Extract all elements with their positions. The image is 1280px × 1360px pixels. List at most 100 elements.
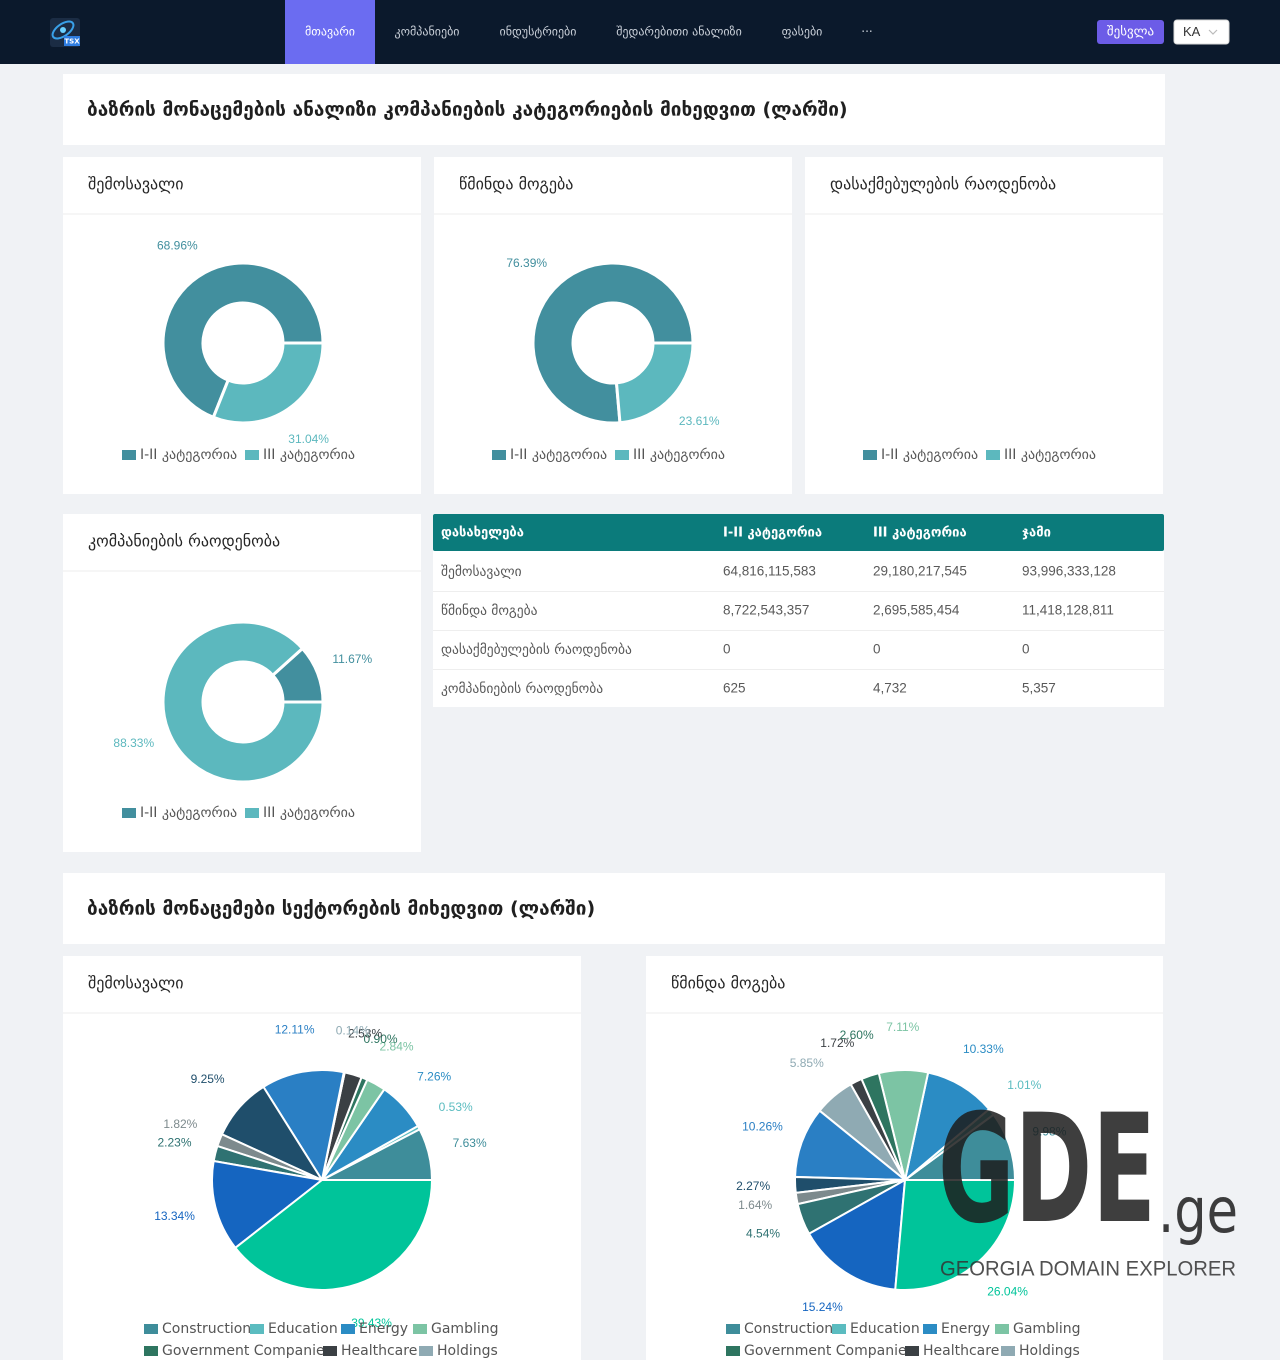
legend-swatch xyxy=(419,1346,433,1356)
login-text[interactable]: შესვლა xyxy=(1107,25,1154,40)
watermark-domain: .ge xyxy=(1158,1174,1238,1247)
legend-label[interactable]: Healthcare xyxy=(341,1343,417,1359)
chart-title: დასაქმებულების რაოდენობა xyxy=(830,175,1056,194)
legend-label[interactable]: Holdings xyxy=(1019,1343,1080,1359)
legend-swatch xyxy=(245,450,259,460)
pie-slice xyxy=(807,1178,907,1291)
slice-label: 2.53% xyxy=(348,1026,382,1040)
nav-item[interactable]: ინდუსტრიები xyxy=(500,25,577,39)
table-header xyxy=(433,514,1164,551)
table-header-cell: ჯამი xyxy=(1022,526,1051,541)
table-header-cell: I-II კატეგორია xyxy=(723,526,822,541)
table-cell: 0 xyxy=(1022,642,1030,657)
slice-label: 76.39% xyxy=(506,256,547,270)
legend-label[interactable]: Construction xyxy=(162,1321,251,1337)
legend-label[interactable]: I-II კატეგორია xyxy=(881,446,978,463)
legend-swatch xyxy=(122,450,136,460)
lang-select[interactable] xyxy=(1173,19,1230,45)
slice-label: 13.34% xyxy=(154,1209,195,1223)
pie-slice xyxy=(894,1179,1017,1291)
table-cell: 11,418,128,811 xyxy=(1022,603,1114,618)
pie-slice xyxy=(233,1179,434,1291)
legend-label[interactable]: III კატეგორია xyxy=(263,804,355,821)
watermark-brand: GDE xyxy=(938,1083,1156,1257)
table-cell: 5,357 xyxy=(1022,681,1056,696)
slice-label: 4.54% xyxy=(746,1227,780,1241)
legend-swatch xyxy=(1001,1346,1015,1356)
pie-slice xyxy=(161,620,325,784)
legend-label[interactable]: Construction xyxy=(744,1321,833,1337)
section-card xyxy=(63,873,1165,944)
legend-label[interactable]: Gambling xyxy=(1013,1321,1081,1337)
table-header-cell: დასახელება xyxy=(441,526,524,541)
login-button[interactable] xyxy=(1097,20,1164,44)
legend-label[interactable]: I-II კატეგორია xyxy=(510,446,607,463)
legend-swatch xyxy=(323,1346,337,1356)
legend-label[interactable]: III კატეგორია xyxy=(633,446,725,463)
pie-slice xyxy=(211,341,325,425)
slice-label: 11.67% xyxy=(332,652,372,666)
legend-label[interactable]: Energy xyxy=(941,1321,990,1337)
legend-label[interactable]: Holdings xyxy=(437,1343,498,1359)
pie-slice xyxy=(531,261,695,425)
slice-label: 10.26% xyxy=(742,1119,783,1133)
legend-swatch xyxy=(413,1324,427,1334)
legend-swatch xyxy=(995,1324,1009,1334)
slice-label: 7.63% xyxy=(453,1136,487,1150)
legend-swatch xyxy=(245,808,259,818)
legend-swatch xyxy=(863,450,877,460)
pie-slice xyxy=(161,261,325,420)
lang-chevron xyxy=(1208,29,1218,35)
nav-item[interactable]: კომპანიები xyxy=(394,25,459,39)
watermark-tagline: GEORGIA DOMAIN EXPLORER xyxy=(940,1258,1236,1281)
chart-title: კომპანიების რაოდენობა xyxy=(88,532,280,551)
table-cell: 625 xyxy=(723,681,746,696)
logo-orbit xyxy=(51,20,75,40)
slice-label: 15.24% xyxy=(802,1300,843,1314)
logo-dot xyxy=(60,27,66,33)
pie-slice xyxy=(794,1109,908,1182)
slice-label: 2.27% xyxy=(736,1179,770,1193)
legend-swatch xyxy=(122,808,136,818)
legend-label[interactable]: III კატეგორია xyxy=(263,446,355,463)
legend-label[interactable]: Education xyxy=(268,1321,338,1337)
pie-slice xyxy=(614,341,695,425)
slice-label: 2.84% xyxy=(380,1040,414,1054)
legend-label[interactable]: I-II კატეგორია xyxy=(140,446,237,463)
legend-label[interactable]: Government Companies xyxy=(744,1343,914,1359)
slice-label: 1.01% xyxy=(1007,1078,1041,1092)
legend-label[interactable]: Gambling xyxy=(431,1321,499,1337)
table-cell: 64,816,115,583 xyxy=(723,564,816,579)
table-cell: შემოსავალი xyxy=(441,564,522,580)
legend-swatch xyxy=(341,1324,355,1334)
lang-text[interactable]: KA xyxy=(1183,24,1201,39)
slice-label: 1.64% xyxy=(738,1198,772,1212)
nav-item[interactable]: ··· xyxy=(861,25,872,39)
legend-label[interactable]: Education xyxy=(850,1321,920,1337)
pie-slice xyxy=(901,1113,1017,1181)
legend-label[interactable]: Energy xyxy=(359,1321,408,1337)
slice-label: 7.26% xyxy=(417,1070,451,1084)
table-cell: 0 xyxy=(873,642,881,657)
slice-label: 0.90% xyxy=(364,1032,398,1046)
legend-label[interactable]: Government Companies xyxy=(162,1343,332,1359)
slice-label: 0.14% xyxy=(336,1023,370,1037)
slice-label: 9.98% xyxy=(1032,1125,1066,1139)
chart-title: შემოსავალი xyxy=(88,974,183,993)
slice-label: 2.60% xyxy=(840,1028,874,1042)
legend-swatch xyxy=(144,1346,158,1356)
pie-slice xyxy=(262,1069,345,1183)
nav-item[interactable]: ფასები xyxy=(782,25,823,39)
slice-label: 0.53% xyxy=(439,1100,473,1114)
nav-item[interactable]: მთავარი xyxy=(305,25,355,39)
legend-swatch xyxy=(832,1324,846,1334)
legend-label[interactable]: Healthcare xyxy=(923,1343,999,1359)
legend-swatch xyxy=(615,450,629,460)
legend-label[interactable]: I-II კატეგორია xyxy=(140,804,237,821)
table-cell: დასაქმებულების რაოდენობა xyxy=(441,641,632,658)
legend-label[interactable]: III კატეგორია xyxy=(1004,446,1096,463)
table-cell: წმინდა მოგება xyxy=(441,603,538,619)
nav-item[interactable]: შედარებითი ანალიზი xyxy=(616,25,742,39)
